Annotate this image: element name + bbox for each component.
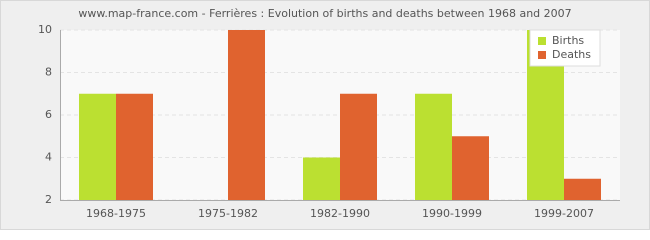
bar: [452, 136, 489, 200]
y-tick-label: 6: [45, 108, 52, 121]
x-tick-label: 1999-2007: [534, 207, 594, 220]
x-tick-label: 1982-1990: [310, 207, 370, 220]
y-tick-label: 8: [45, 66, 52, 79]
legend-box: [529, 29, 601, 67]
y-tick-label: 2: [45, 193, 52, 206]
bar: [415, 93, 452, 200]
legend-swatch: [538, 37, 546, 45]
x-tick-label: 1975-1982: [198, 207, 258, 220]
legend-label: Deaths: [552, 48, 591, 61]
x-tick-label: 1990-1999: [422, 207, 482, 220]
bar: [303, 157, 340, 200]
bar: [116, 93, 153, 200]
legend-swatch: [538, 51, 546, 59]
chart-title: www.map-france.com - Ferrières : Evoluti…: [78, 7, 571, 20]
legend-label: Births: [552, 34, 584, 47]
chart: www.map-france.com - Ferrières : Evoluti…: [0, 0, 650, 230]
bar: [228, 30, 265, 200]
bar: [79, 93, 116, 200]
y-tick-label: 10: [38, 23, 52, 36]
bar: [564, 178, 601, 200]
bar: [340, 93, 377, 200]
y-tick-label: 4: [45, 151, 52, 164]
x-tick-label: 1968-1975: [86, 207, 146, 220]
